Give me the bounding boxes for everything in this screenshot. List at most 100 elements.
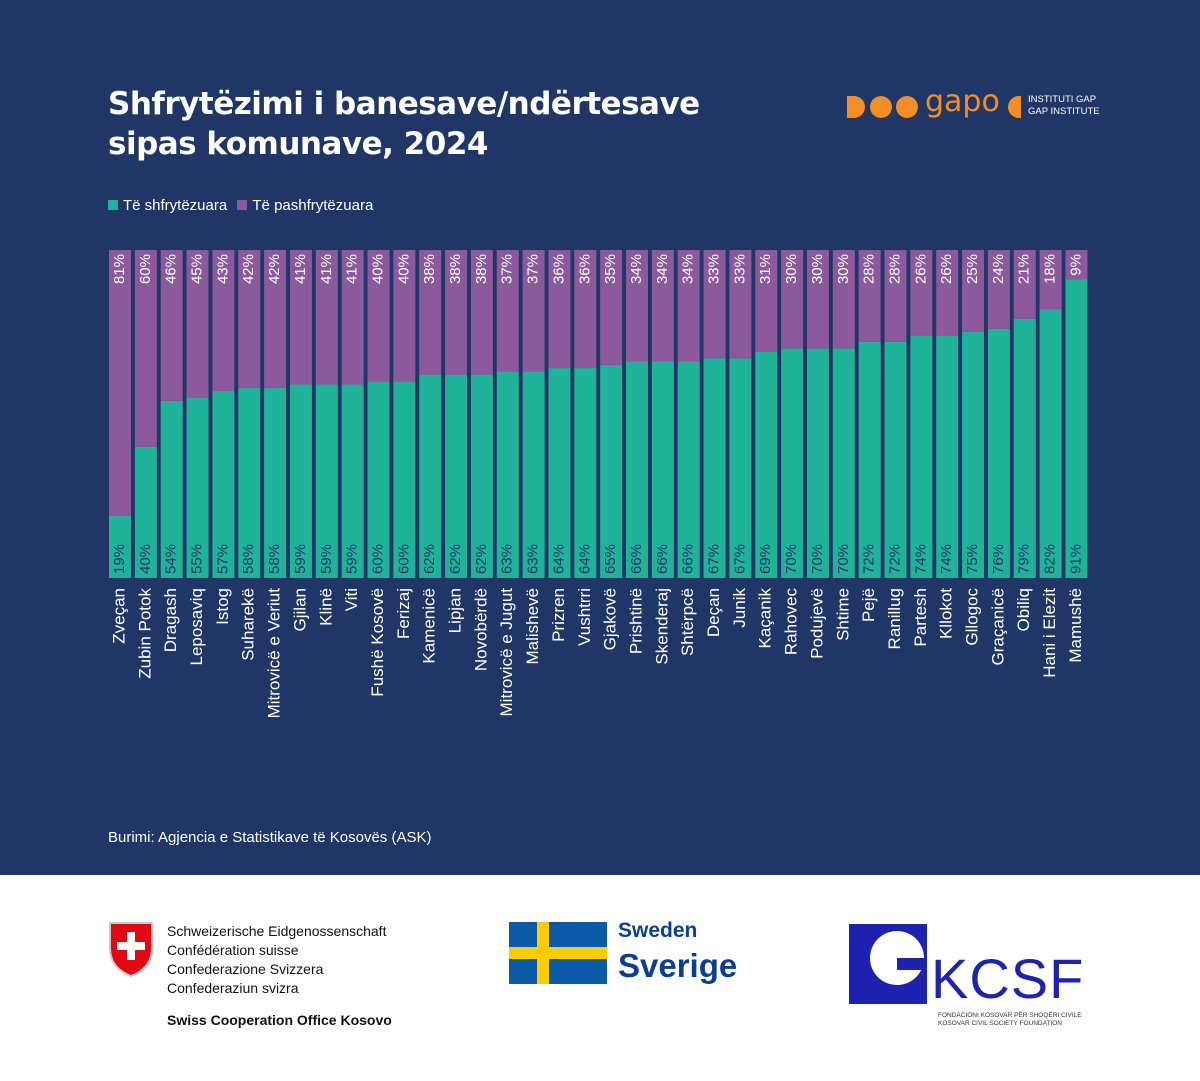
data-label-unused: 34%	[654, 254, 671, 284]
stacked-bar-chart: 81% 19% Zveçan 60% 40% Zubin Potok 46% 54% Draga…	[109, 250, 1088, 718]
chart-title-line1: Shfrytëzimi i banesave/ndërtesave	[108, 86, 700, 122]
swedish-flag-icon	[509, 922, 607, 984]
data-label-unused: 38%	[447, 254, 464, 284]
bar-unused	[755, 250, 778, 352]
data-label-used: 74%	[912, 544, 929, 574]
bar-unused	[289, 250, 312, 385]
category-label: Zveçan	[109, 588, 128, 644]
bar-used	[522, 371, 545, 578]
bar-used	[289, 384, 312, 578]
category-label: Mitrovicë e Jugut	[497, 588, 516, 717]
bar-used	[987, 328, 1010, 578]
bar-used	[470, 374, 493, 578]
bar-unused	[626, 250, 648, 362]
bar-used	[238, 387, 261, 578]
bar-used	[548, 368, 571, 578]
sweden-swedish-name: Sverige	[618, 947, 738, 984]
bar-used	[806, 348, 829, 578]
data-label-used: 59%	[292, 544, 309, 574]
swiss-shield-icon	[109, 922, 153, 978]
sweden-logo: Sweden Sverige	[509, 919, 759, 992]
kcsf-logo: KCSF FONDACIONI KOSOVAR PËR SHOQËRI CIVI…	[849, 924, 1109, 1064]
data-label-unused: 33%	[731, 254, 748, 284]
gap-institute-line1: INSTITUTI GAP	[1028, 94, 1097, 105]
sponsor-footer: Schweizerische Eidgenossenschaft Confédé…	[0, 875, 1200, 1081]
swiss-cooperation-logo: Schweizerische Eidgenossenschaft Confédé…	[107, 920, 427, 1040]
legend-swatch-unused	[237, 200, 248, 210]
category-label: Gjilan	[290, 588, 309, 631]
data-label-unused: 42%	[266, 254, 283, 284]
gap-wordmark: gapo	[925, 84, 1000, 119]
category-label: Klinë	[316, 588, 335, 626]
bar-unused	[186, 250, 209, 398]
bar-used	[160, 400, 183, 578]
data-label-unused: 38%	[473, 254, 490, 284]
data-label-unused: 33%	[706, 254, 723, 284]
data-label-used: 59%	[318, 544, 335, 574]
bar-used	[186, 397, 209, 578]
bar-used	[393, 381, 416, 578]
bar-used	[936, 335, 959, 578]
category-label: Obiliq	[1014, 588, 1033, 631]
legend-swatch-used	[108, 200, 118, 210]
category-label: Pejë	[859, 588, 878, 622]
chart-title: Shfrytëzimi i banesave/ndërtesave sipas …	[108, 84, 768, 164]
bar-unused	[238, 250, 261, 388]
category-label: Lipjan	[446, 588, 465, 633]
swiss-line-de: Schweizerische Eidgenossenschaft	[167, 923, 387, 939]
bar-used	[884, 341, 907, 578]
data-label-used: 64%	[550, 544, 567, 574]
data-label-used: 59%	[344, 544, 361, 574]
data-label-used: 62%	[473, 544, 490, 574]
bar-unused	[548, 250, 571, 369]
data-label-used: 66%	[680, 544, 697, 574]
data-label-unused: 30%	[783, 254, 800, 284]
gap-logo-end-icon	[1008, 96, 1021, 118]
data-label-unused: 31%	[757, 254, 774, 284]
category-label: Leposaviq	[187, 588, 206, 666]
gap-institute-logo: gapo INSTITUTI GAP GAP INSTITUTE	[845, 84, 1105, 126]
bar-used	[781, 348, 804, 578]
data-label-used: 70%	[783, 544, 800, 574]
category-label: Deçan	[704, 588, 723, 637]
data-label-unused: 18%	[1042, 254, 1059, 284]
data-label-used: 70%	[809, 544, 826, 574]
category-label: Dragash	[161, 588, 180, 652]
data-label-used: 63%	[525, 544, 542, 574]
kcsf-wordmark: KCSF	[931, 947, 1085, 1010]
bar-used	[1039, 309, 1062, 578]
category-label: Shtërpcë	[678, 588, 697, 656]
bar-used	[419, 374, 442, 578]
category-label: Ranillug	[885, 588, 904, 649]
data-label-unused: 30%	[809, 254, 826, 284]
data-label-used: 67%	[731, 544, 748, 574]
bar-unused	[212, 250, 235, 392]
bar-unused	[600, 250, 623, 365]
bar-used	[109, 515, 131, 578]
data-label-used: 63%	[499, 544, 516, 574]
bar-unused	[832, 250, 855, 349]
bar-unused	[651, 250, 674, 362]
data-label-unused: 26%	[912, 254, 929, 284]
swiss-line-it: Confederazione Svizzera	[167, 961, 324, 977]
legend-label-used: Të shfrytëzuara	[123, 197, 228, 214]
data-label-unused: 28%	[886, 254, 903, 284]
data-label-used: 72%	[886, 544, 903, 574]
legend-label-unused: Të pashfrytëzuara	[252, 197, 374, 214]
category-label: Prizren	[549, 588, 568, 642]
data-label-unused: 40%	[369, 254, 386, 284]
bar-unused	[160, 250, 183, 401]
data-label-unused: 81%	[111, 254, 128, 284]
bar-unused	[936, 250, 959, 336]
data-label-unused: 21%	[1016, 254, 1033, 284]
data-label-unused: 25%	[964, 254, 981, 284]
data-label-used: 40%	[137, 544, 154, 574]
bar-used	[600, 364, 623, 578]
kcsf-name-sq: FONDACIONI KOSOVAR PËR SHOQËRI CIVILE	[938, 1012, 1082, 1019]
swiss-confederation-names: Schweizerische Eidgenossenschaft Confédé…	[167, 922, 386, 998]
category-label: Viti	[342, 588, 361, 611]
data-label-unused: 42%	[240, 254, 257, 284]
category-label: Hani i Elezit	[1040, 588, 1059, 678]
data-label-unused: 36%	[576, 254, 593, 284]
bar-used	[703, 358, 726, 578]
